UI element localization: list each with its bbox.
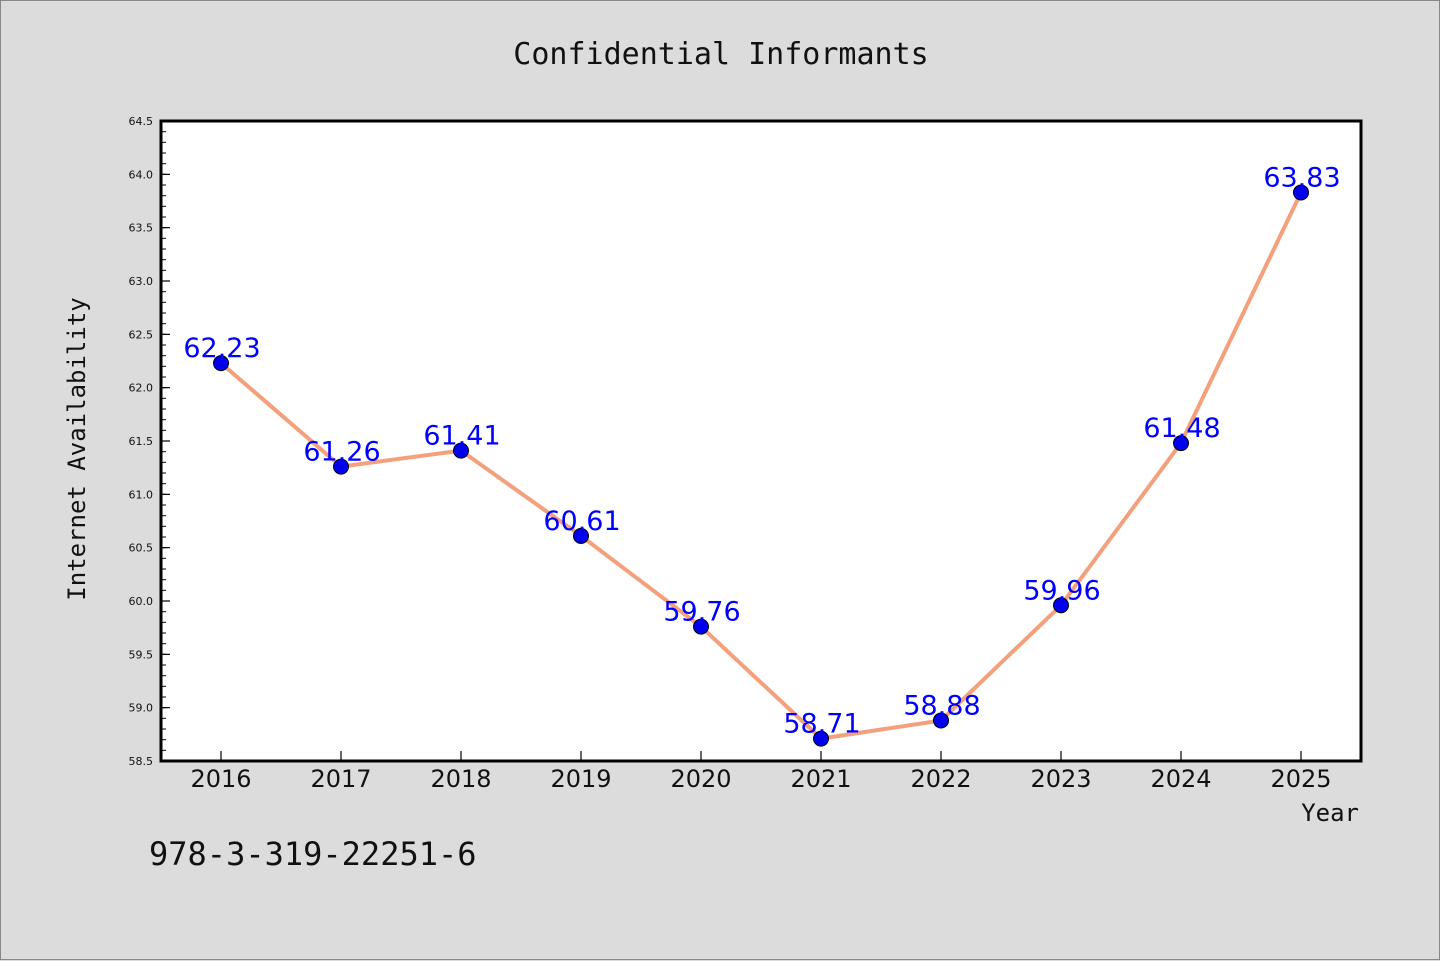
data-point xyxy=(1053,597,1069,614)
x-tick-label: 2017 xyxy=(310,765,371,793)
data-label: 63.83 xyxy=(1263,162,1340,193)
y-tick-label: 59.0 xyxy=(129,702,154,715)
y-tick-label: 60.0 xyxy=(129,595,154,608)
x-tick-label: 2016 xyxy=(190,765,251,793)
series-layer: 62.23 61.26 61.41 60.61 59.76 58.71 58.88 59.96… xyxy=(183,162,1341,747)
x-tick-label: 2024 xyxy=(1150,765,1211,793)
y-axis-ticks: 58.5 59.0 59.5 60.0 60.5 61.0 61.5 62.0 62.5 63.0… xyxy=(129,115,170,768)
x-axis-ticks: 2016 2017 2018 2019 2020 2021 2022 2023 2024 2025 xyxy=(190,751,1332,793)
y-tick-label: 61.0 xyxy=(129,488,154,501)
x-tick-label: 2021 xyxy=(790,765,851,793)
data-point xyxy=(813,730,829,747)
x-tick-label: 2018 xyxy=(430,765,491,793)
x-tick-label: 2025 xyxy=(1270,765,1331,793)
data-point xyxy=(453,442,469,459)
x-tick-label: 2019 xyxy=(550,765,611,793)
y-tick-label: 58.5 xyxy=(129,755,154,768)
y-tick-label: 64.5 xyxy=(129,115,154,128)
y-tick-label: 62.0 xyxy=(129,382,154,395)
data-point xyxy=(933,712,949,729)
data-point xyxy=(333,458,349,475)
y-tick-label: 62.5 xyxy=(129,328,154,341)
data-point xyxy=(213,355,229,372)
data-label: 62.23 xyxy=(183,333,260,364)
data-label: 58.88 xyxy=(903,690,980,721)
data-point xyxy=(573,527,589,544)
y-tick-label: 61.5 xyxy=(129,435,154,448)
data-label: 58.71 xyxy=(783,709,860,740)
data-label: 59.76 xyxy=(663,597,740,628)
series-line xyxy=(219,190,1303,741)
x-axis-title: Year xyxy=(1301,799,1359,827)
x-tick-label: 2022 xyxy=(910,765,971,793)
y-tick-label: 59.5 xyxy=(129,648,154,661)
data-point xyxy=(1173,435,1189,452)
data-label: 60.61 xyxy=(543,506,620,537)
data-point xyxy=(1293,184,1309,201)
y-tick-label: 64.0 xyxy=(129,168,154,181)
data-label: 61.48 xyxy=(1143,413,1220,444)
data-label: 61.26 xyxy=(303,437,380,468)
data-label: 59.96 xyxy=(1023,575,1100,606)
y-tick-label: 60.5 xyxy=(129,542,154,555)
x-tick-label: 2023 xyxy=(1030,765,1091,793)
data-label: 61.41 xyxy=(423,421,500,452)
data-point xyxy=(693,618,709,635)
footer-identifier: 978-3-319-22251-6 xyxy=(149,835,477,873)
y-tick-label: 63.0 xyxy=(129,275,154,288)
plot-area xyxy=(161,121,1361,761)
chart-title: Confidential Informants xyxy=(513,37,928,72)
y-axis-title: Internet Availability xyxy=(63,297,91,600)
plot-border xyxy=(159,119,1363,763)
y-tick-label: 63.5 xyxy=(129,222,154,235)
x-tick-label: 2020 xyxy=(670,765,731,793)
